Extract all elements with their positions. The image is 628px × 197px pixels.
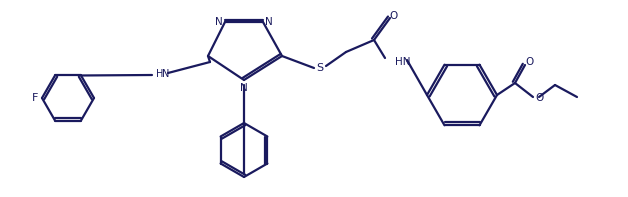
Text: N: N bbox=[162, 69, 170, 79]
Text: N: N bbox=[215, 17, 223, 27]
Text: N: N bbox=[240, 83, 248, 93]
Text: H: H bbox=[156, 69, 163, 79]
Text: F: F bbox=[32, 93, 38, 103]
Text: O: O bbox=[390, 11, 398, 21]
Text: O: O bbox=[535, 93, 543, 103]
Text: O: O bbox=[525, 57, 533, 67]
Text: N: N bbox=[265, 17, 273, 27]
Text: S: S bbox=[317, 63, 323, 73]
Text: HN: HN bbox=[395, 57, 411, 67]
